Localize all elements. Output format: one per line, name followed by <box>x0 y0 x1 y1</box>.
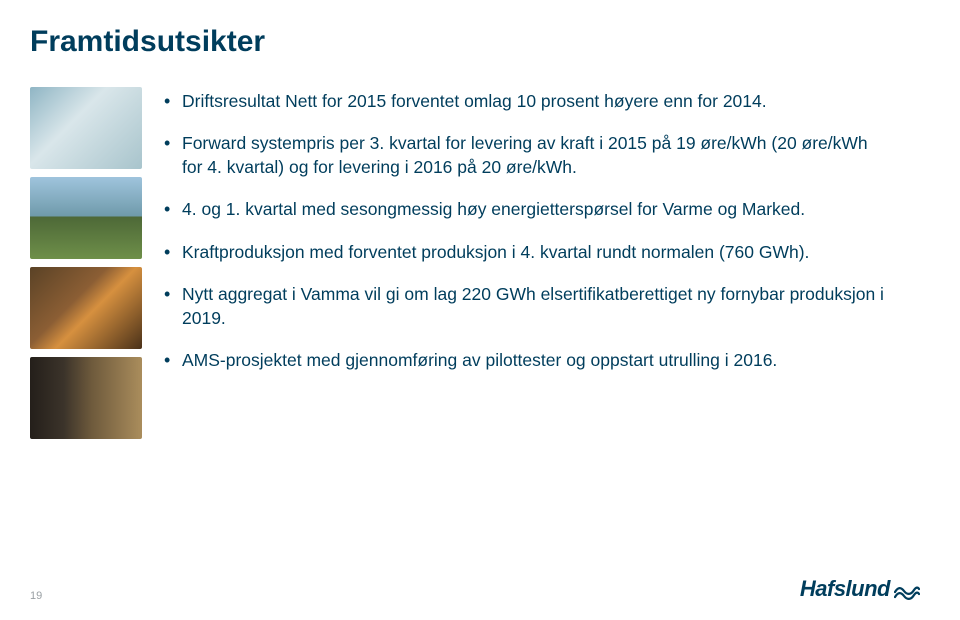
page-number: 19 <box>30 590 42 602</box>
list-item: Kraftproduksjon med forventet produksjon… <box>164 240 884 264</box>
thumb-water <box>30 87 142 169</box>
bullet-list: Driftsresultat Nett for 2015 forventet o… <box>164 87 884 439</box>
content-row: Driftsresultat Nett for 2015 forventet o… <box>30 87 920 439</box>
logo-text: Hafslund <box>800 576 890 602</box>
page-title: Framtidsutsikter <box>30 25 920 59</box>
wave-icon <box>894 578 920 600</box>
thumb-interior <box>30 357 142 439</box>
list-item: AMS-prosjektet med gjennomføring av pilo… <box>164 348 884 372</box>
thumb-powerlines <box>30 177 142 259</box>
logo: Hafslund <box>800 576 920 602</box>
list-item: Driftsresultat Nett for 2015 forventet o… <box>164 89 884 113</box>
image-column <box>30 87 142 439</box>
list-item: 4. og 1. kvartal med sesongmessig høy en… <box>164 197 884 221</box>
list-item: Nytt aggregat i Vamma vil gi om lag 220 … <box>164 282 884 330</box>
list-item: Forward systempris per 3. kvartal for le… <box>164 131 884 179</box>
slide: Framtidsutsikter Driftsresultat Nett for… <box>0 0 960 620</box>
thumb-pipe <box>30 267 142 349</box>
